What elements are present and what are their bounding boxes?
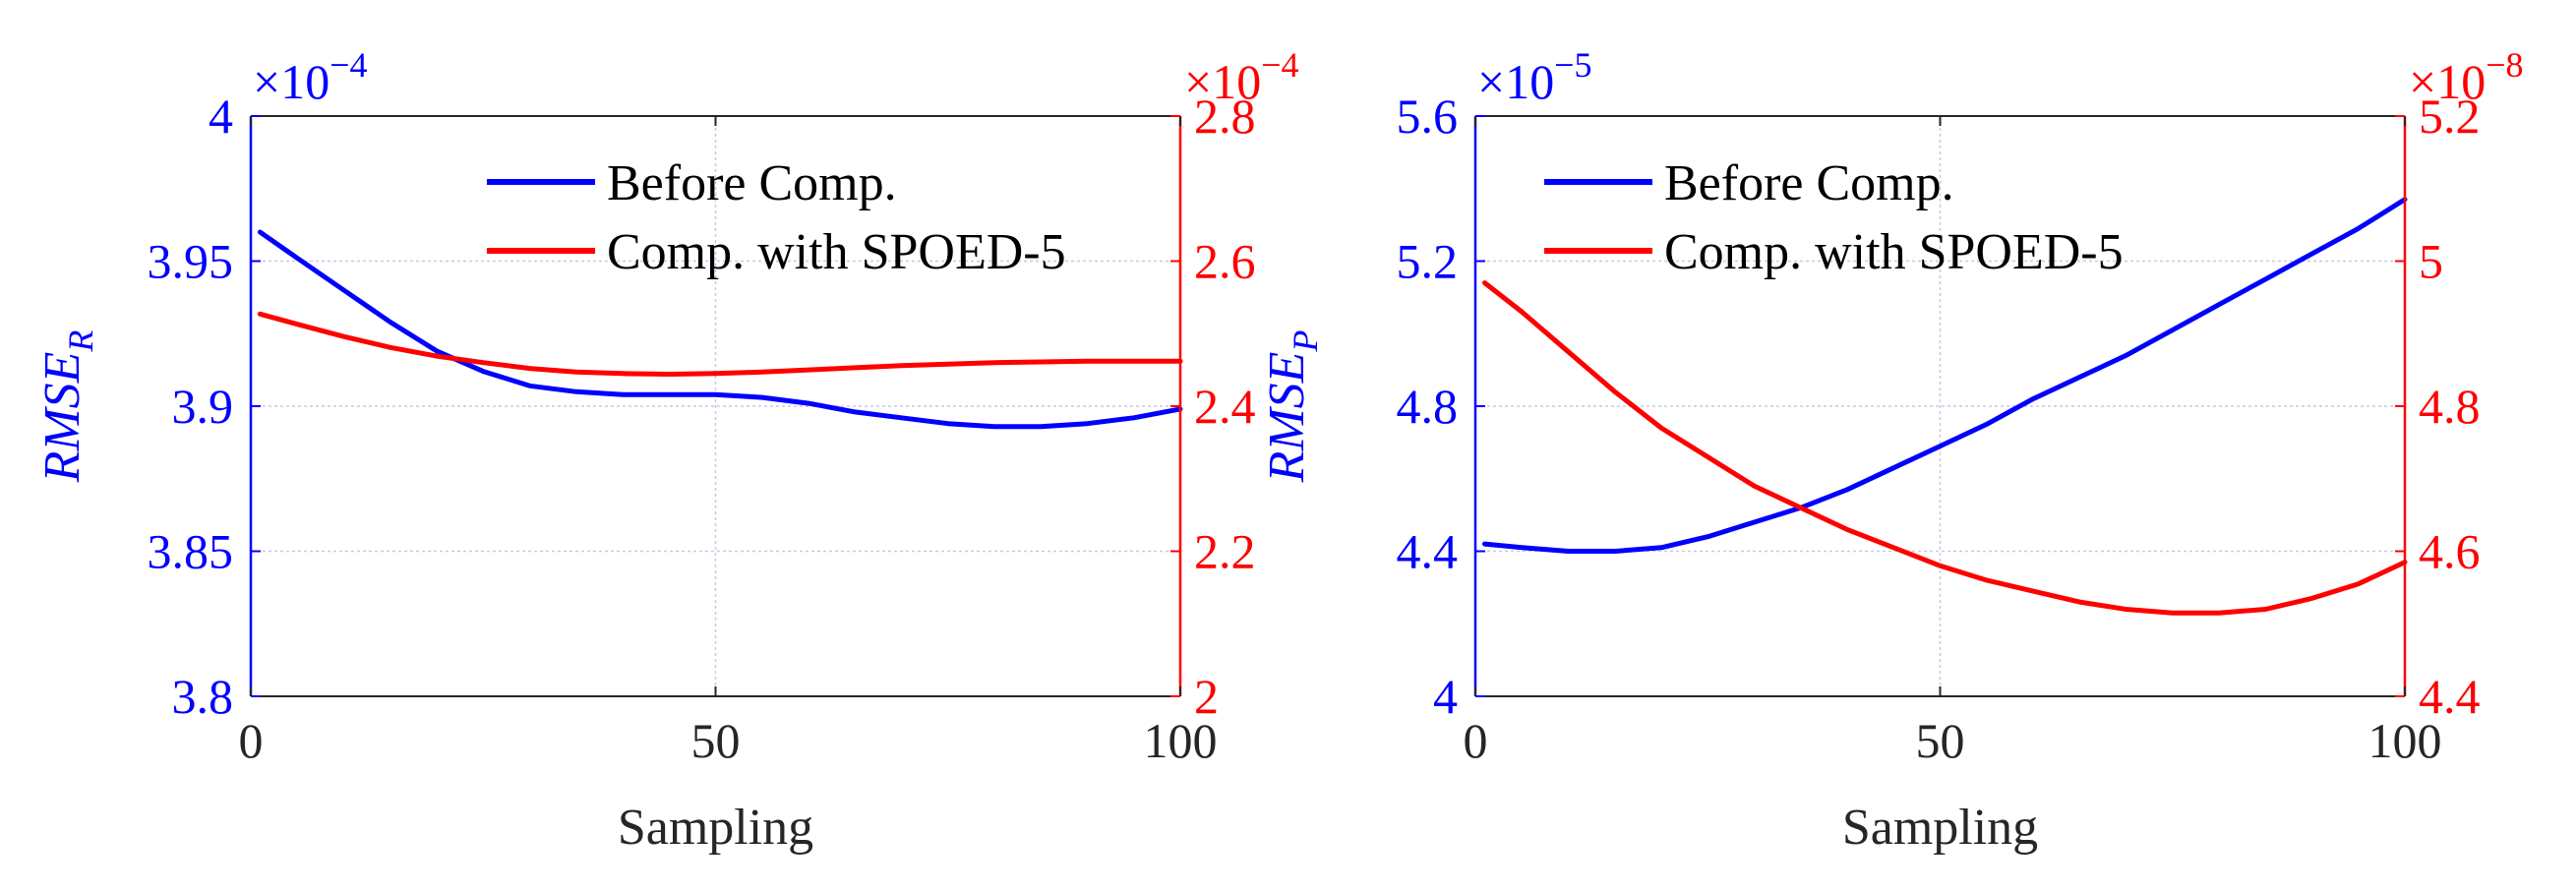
left-axis-multiplier-exp: −4 <box>329 45 367 85</box>
legend-label: Before Comp. <box>607 155 897 211</box>
left-y-axis-label-main: RMSE <box>1259 352 1315 484</box>
x-tick-label: 0 <box>239 713 264 768</box>
right-y-tick-label: 4.4 <box>2419 669 2481 724</box>
right-y-tick-label: 4.6 <box>2419 524 2481 579</box>
x-axis-label: Sampling <box>1842 800 2038 856</box>
left-y-axis-label: RMSEP <box>1259 330 1325 484</box>
left-y-tick-label: 3.95 <box>148 234 234 289</box>
left-y-axis-label-sub: R <box>61 330 100 353</box>
legend-label: Before Comp. <box>1664 155 1954 211</box>
panel-left: 0 50 100 Sampling 3.8 3.85 3.9 3.95 4 2 2.2 2.4 2.6 2… <box>34 45 1299 856</box>
left-y-axis-label: RMSER <box>34 330 100 484</box>
left-axis-multiplier-base: ×10 <box>253 54 329 109</box>
legend-label: Comp. with SPOED-5 <box>607 224 1066 280</box>
series-line-spoed-5 <box>1482 280 2408 616</box>
right-axis-multiplier: ×10−8 <box>2409 45 2524 109</box>
x-tick-label: 50 <box>691 713 741 768</box>
right-axis-multiplier-base: ×10 <box>2409 54 2486 109</box>
right-y-tick-label: 2.2 <box>1194 524 1256 579</box>
left-y-tick-label: 5.2 <box>1397 234 1459 289</box>
right-axis-multiplier-exp: −8 <box>2486 45 2523 85</box>
legend: Before Comp. Comp. with SPOED-5 <box>1544 155 2124 280</box>
series-line-before-comp <box>1482 197 2408 554</box>
right-y-tick-label: 5 <box>2419 234 2443 289</box>
left-y-axis-label-main: RMSE <box>34 352 90 484</box>
left-y-tick-label: 3.8 <box>172 669 234 724</box>
left-y-tick-label: 4.8 <box>1397 379 1459 434</box>
right-y-tick-label: 2.4 <box>1194 379 1256 434</box>
left-y-tick-label: 3.9 <box>172 379 234 434</box>
right-y-tick-label: 5.2 <box>2419 89 2481 144</box>
right-axis-multiplier-base: ×10 <box>1184 54 1261 109</box>
left-y-tick-label: 3.85 <box>148 524 234 579</box>
left-y-tick-label: 4.4 <box>1397 524 1459 579</box>
x-axis-label: Sampling <box>618 800 813 856</box>
x-tick-label: 50 <box>1916 713 1965 768</box>
left-y-axis-label-sub: P <box>1286 330 1325 353</box>
left-axis-multiplier-base: ×10 <box>1477 54 1554 109</box>
right-y-tick-label: 2 <box>1194 669 1219 724</box>
left-y-tick-label: 4 <box>1433 669 1458 724</box>
panel-right: 0 50 100 Sampling 4 4.4 4.8 5.2 5.6 4.4 4.6 4.8 5 5.2… <box>1259 45 2524 856</box>
left-axis-multiplier: ×10−4 <box>253 45 368 109</box>
right-y-tick-label: 2.6 <box>1194 234 1256 289</box>
right-y-tick-label: 4.8 <box>2419 379 2481 434</box>
x-tick-label: 100 <box>1144 713 1218 768</box>
right-axis-multiplier: ×10−4 <box>1184 45 1299 109</box>
left-axis-multiplier-exp: −5 <box>1554 45 1591 85</box>
left-y-tick-label: 5.6 <box>1397 89 1459 144</box>
left-axis-multiplier: ×10−5 <box>1477 45 1592 109</box>
right-y-tick-label: 2.8 <box>1194 89 1256 144</box>
series-line-spoed-5 <box>257 311 1183 377</box>
legend-label: Comp. with SPOED-5 <box>1664 224 2124 280</box>
x-tick-label: 100 <box>2368 713 2442 768</box>
legend: Before Comp. Comp. with SPOED-5 <box>487 155 1066 280</box>
series-line-before-comp <box>257 229 1183 430</box>
right-axis-multiplier-exp: −4 <box>1261 45 1298 85</box>
x-tick-label: 0 <box>1464 713 1488 768</box>
left-y-tick-label: 4 <box>209 89 233 144</box>
